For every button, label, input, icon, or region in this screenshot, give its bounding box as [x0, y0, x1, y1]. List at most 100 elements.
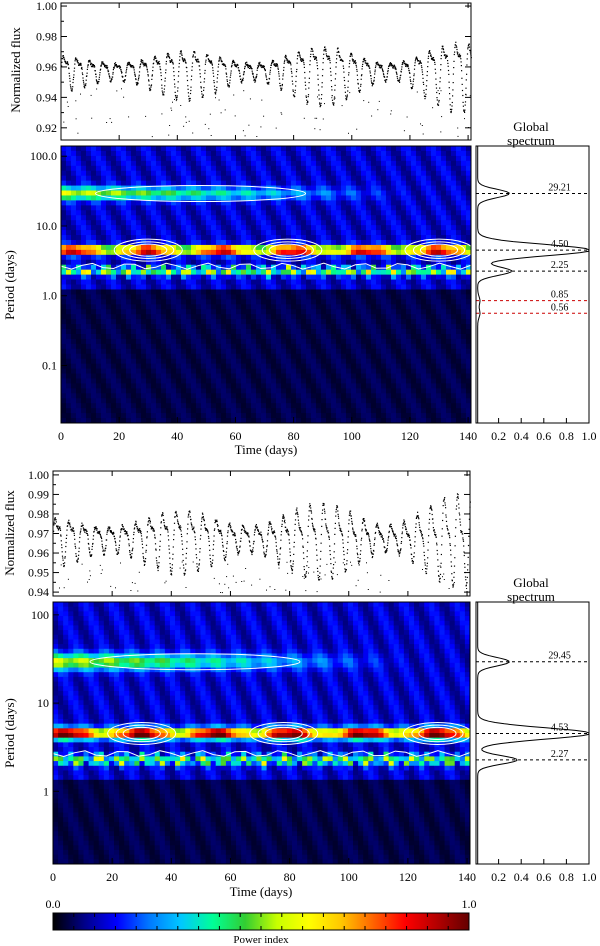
heatmap-cell: [196, 333, 202, 340]
heatmap-cell: [111, 180, 117, 187]
heatmap-cell: [101, 373, 107, 380]
lightcurve-point: [234, 64, 236, 66]
heatmap-cell: [191, 388, 197, 394]
heatmap-cell: [166, 146, 172, 152]
lightcurve-point: [129, 63, 131, 65]
lightcurve-point: [197, 59, 199, 61]
lightcurve-point: [241, 82, 243, 84]
lightcurve-point: [258, 64, 260, 66]
heatmap-cell: [366, 155, 372, 162]
heatmap-cell: [161, 155, 167, 162]
lightcurve-point: [457, 52, 459, 54]
heatmap-cell: [131, 146, 137, 152]
heatmap-cell: [61, 338, 67, 345]
heatmap-cell: [341, 244, 347, 251]
heatmap-cell: [226, 338, 232, 345]
heatmap-cell: [356, 190, 362, 197]
heatmap-cell: [141, 279, 147, 286]
heatmap-cell: [261, 373, 267, 380]
heatmap-cell: [71, 155, 77, 162]
heatmap-cell: [76, 324, 82, 330]
lightcurve-point: [434, 68, 436, 70]
lightcurve-point: [423, 92, 425, 94]
heatmap-cell: [71, 200, 77, 206]
heatmap-cell: [246, 383, 252, 389]
lightcurve-point: [81, 68, 83, 70]
heatmap-cell: [211, 383, 217, 389]
heatmap-cell: [346, 398, 352, 404]
heatmap-cell: [291, 338, 297, 345]
heatmap-cell: [141, 160, 147, 167]
heatmap-cell: [231, 190, 237, 197]
heatmap-cell: [131, 225, 137, 231]
lightcurve-point: [144, 62, 146, 64]
heatmap-cell: [231, 304, 237, 310]
heatmap-cell: [81, 195, 87, 202]
heatmap-cell: [146, 378, 152, 385]
heatmap-cell: [351, 383, 357, 389]
heatmap-cell: [146, 363, 152, 370]
heatmap-cell: [191, 215, 197, 221]
heatmap-cell: [321, 175, 327, 182]
heatmap-cell: [256, 230, 262, 236]
lightcurve-point: [109, 77, 111, 79]
heatmap-cell: [341, 378, 347, 385]
heatmap-cell: [281, 338, 287, 345]
heatmap-cell: [191, 319, 197, 325]
heatmap-cell: [106, 319, 112, 325]
heatmap-cell: [241, 368, 247, 375]
heatmap-cell: [336, 338, 342, 345]
heatmap-cell: [181, 338, 187, 345]
heatmap-cell: [311, 225, 317, 231]
heatmap-cell: [171, 299, 177, 305]
heatmap-cell: [76, 180, 82, 187]
heatmap-cell: [251, 393, 257, 399]
lightcurve-point: [458, 56, 460, 58]
lightcurve-outlier-point: [316, 117, 318, 119]
heatmap-cell: [246, 373, 252, 380]
heatmap-cell: [346, 333, 352, 340]
heatmap-cell: [211, 353, 217, 360]
lightcurve-point: [349, 55, 351, 57]
heatmap-cell: [266, 195, 272, 202]
heatmap-cell: [61, 239, 67, 246]
heatmap-cell: [296, 418, 302, 423]
heatmap-cell: [306, 210, 312, 216]
lightcurve-point: [110, 81, 112, 83]
lightcurve-point: [256, 67, 259, 69]
heatmap-cell: [246, 348, 252, 355]
heatmap-cell: [296, 195, 302, 202]
heatmap-cell: [146, 269, 152, 276]
heatmap-cell: [91, 319, 97, 325]
heatmap-cell: [241, 235, 247, 241]
heatmap-cell: [81, 180, 87, 187]
lightcurve-point: [325, 50, 327, 52]
lightcurve-point: [357, 83, 359, 85]
heatmap-cell: [191, 418, 197, 423]
lightcurve-point: [396, 72, 398, 74]
lightcurve-point: [424, 98, 426, 100]
lightcurve-point: [426, 71, 428, 73]
heatmap-cell: [116, 393, 122, 399]
heatmap-cell: [311, 244, 317, 251]
lightcurve-point: [283, 62, 285, 64]
heatmap-cell: [261, 348, 267, 355]
lightcurve-point: [449, 98, 451, 100]
lightcurve-point: [347, 90, 349, 92]
heatmap-cell: [236, 299, 242, 305]
heatmap-cell: [331, 269, 337, 276]
lightcurve-point: [213, 80, 215, 82]
heatmap-cell: [146, 235, 152, 241]
heatmap-cell: [116, 378, 122, 385]
heatmap-cell: [146, 185, 152, 192]
heatmap-cell: [266, 383, 272, 389]
heatmap-cell: [341, 215, 347, 221]
heatmap-cell: [76, 408, 82, 414]
heatmap-cell: [201, 146, 207, 152]
heatmap-cell: [206, 146, 212, 152]
heatmap-cell: [141, 170, 147, 177]
heatmap-cell: [266, 388, 272, 394]
heatmap-cell: [131, 393, 137, 399]
heatmap-cell: [241, 353, 247, 360]
heatmap-cell: [96, 274, 102, 281]
